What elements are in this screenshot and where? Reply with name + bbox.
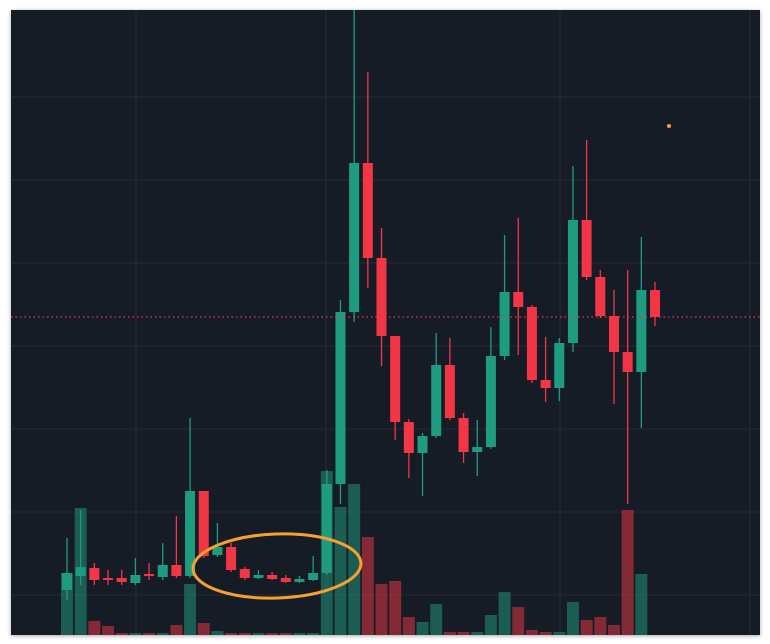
candle-body xyxy=(458,418,469,452)
volume-bar xyxy=(635,574,648,635)
volume-bar xyxy=(484,615,497,635)
volume-bar xyxy=(594,617,607,635)
candle-body xyxy=(554,343,565,388)
candle-body xyxy=(349,163,360,312)
volume-bar xyxy=(361,537,374,635)
candle-body xyxy=(581,220,592,277)
volume-bar xyxy=(375,584,388,635)
volume-bar xyxy=(334,507,347,635)
volume-bar xyxy=(580,620,593,635)
volume-bar xyxy=(156,633,169,635)
candle-body xyxy=(103,578,114,580)
volume-bar xyxy=(102,626,115,635)
volume-bar xyxy=(498,592,511,635)
candle-body xyxy=(239,569,250,578)
volume-bar xyxy=(539,632,552,635)
candle-body xyxy=(75,567,86,576)
candle-body xyxy=(171,565,182,576)
candle-body xyxy=(362,163,373,258)
candle-body xyxy=(294,579,305,582)
candle-body xyxy=(595,277,606,316)
candle-body xyxy=(185,491,196,576)
volume-bar xyxy=(471,632,484,635)
volume-bar xyxy=(553,632,566,635)
candle-body xyxy=(417,436,428,453)
volume-bar xyxy=(115,633,128,635)
candle-body xyxy=(622,352,633,372)
volume-bar xyxy=(566,602,579,635)
volume-bar xyxy=(88,621,101,635)
candle-body xyxy=(157,565,168,577)
plot-area xyxy=(11,10,760,635)
volume-bar xyxy=(621,510,634,635)
volume-bar xyxy=(457,632,470,635)
candle-body xyxy=(608,316,619,352)
candle-body xyxy=(499,292,510,356)
candle-body xyxy=(226,547,237,570)
volume-bar xyxy=(143,633,156,635)
candle-body xyxy=(444,365,455,418)
candle-body xyxy=(513,292,524,307)
candle-body xyxy=(144,574,155,576)
volume-bar xyxy=(525,630,538,635)
volume-bar xyxy=(225,633,238,635)
volume-bar xyxy=(129,633,142,635)
volume-bar xyxy=(430,604,443,635)
candle-body xyxy=(650,290,660,317)
candle-body xyxy=(540,380,551,388)
candle-body xyxy=(376,258,387,336)
candle-body xyxy=(403,422,414,453)
candle-body xyxy=(253,575,264,578)
candle-body xyxy=(526,307,537,380)
volume-bar xyxy=(197,623,210,635)
volume-bar xyxy=(279,633,292,635)
candle-body xyxy=(485,356,496,447)
volume-bar xyxy=(252,633,265,635)
volume-bar xyxy=(348,484,361,635)
volume-bar xyxy=(307,633,320,635)
volume-bar xyxy=(184,584,197,635)
annotation-dot xyxy=(667,124,671,128)
volume-bar xyxy=(443,632,456,635)
volume-bar xyxy=(211,631,224,635)
candle-body xyxy=(431,365,442,436)
candle-body xyxy=(567,220,578,343)
candle-body xyxy=(130,575,141,583)
candle-body xyxy=(198,491,209,556)
candle-body xyxy=(321,484,332,573)
candle-body xyxy=(212,547,223,555)
volume-bar xyxy=(402,617,415,635)
candle-body xyxy=(280,578,291,582)
volume-bar xyxy=(238,633,251,635)
candle-body xyxy=(636,290,647,372)
candle-body xyxy=(116,578,127,582)
volume-bar xyxy=(512,607,525,635)
volume-bar xyxy=(607,625,620,635)
volume-bar xyxy=(266,633,279,635)
volume-bar xyxy=(416,622,429,635)
volume-bar xyxy=(170,625,183,635)
candle-body xyxy=(472,447,483,452)
candle-body xyxy=(308,573,319,580)
candle-body xyxy=(267,575,278,579)
candle-body xyxy=(62,573,72,590)
candle-body xyxy=(390,336,401,422)
candle-body xyxy=(89,568,100,580)
volume-bar xyxy=(293,633,306,635)
candle-body xyxy=(335,312,346,484)
volume-bar xyxy=(389,581,402,635)
annotation-ellipse xyxy=(191,532,363,600)
